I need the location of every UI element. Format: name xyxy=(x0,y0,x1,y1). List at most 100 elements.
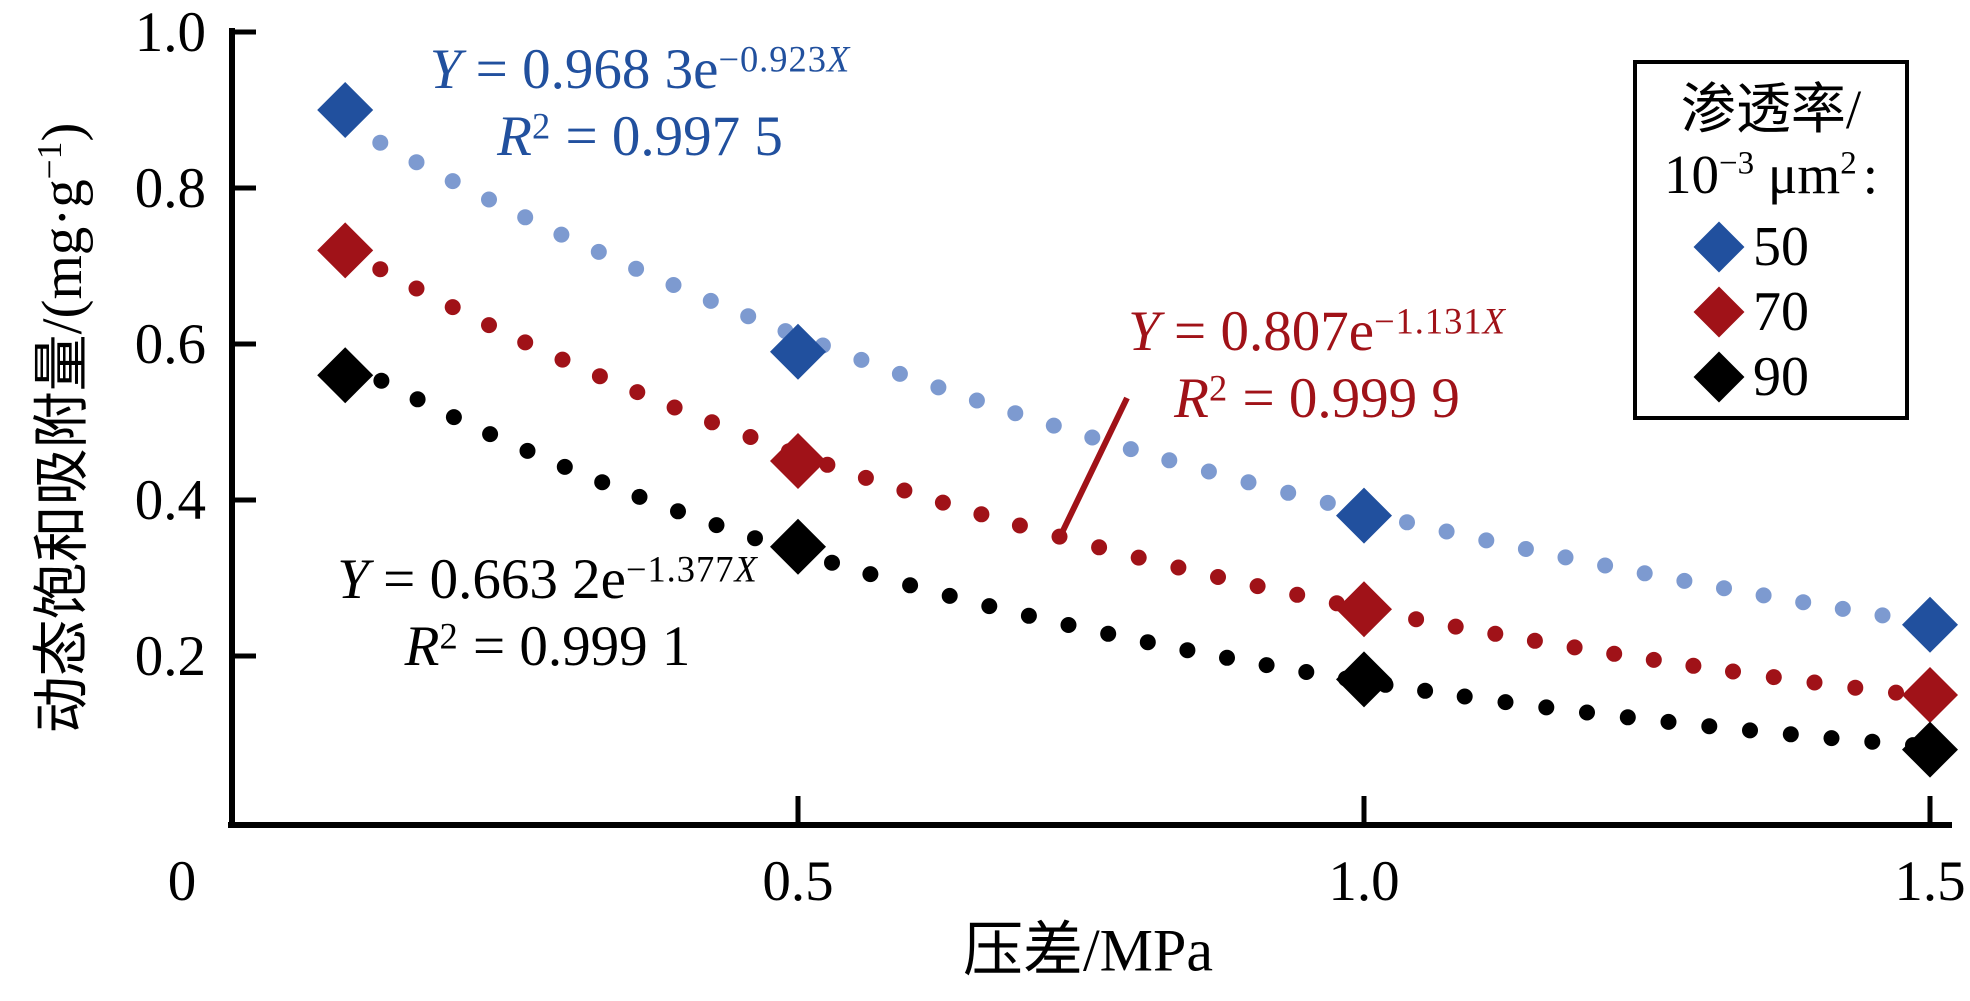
fit-dot xyxy=(1742,722,1758,739)
data-point-diamond xyxy=(1336,651,1392,708)
legend-entry-90: 90 xyxy=(1693,345,1841,408)
legend-entry-label: 90 xyxy=(1753,345,1809,408)
fit-dot xyxy=(853,351,870,368)
data-point-diamond xyxy=(1902,596,1958,653)
fit-dot xyxy=(1782,726,1799,743)
fit-dot xyxy=(1755,587,1772,604)
fit-dot xyxy=(1864,733,1881,750)
fit-dot xyxy=(482,426,499,443)
fit-dot xyxy=(1130,549,1147,566)
fit-dot xyxy=(594,474,611,491)
fit-dot xyxy=(1399,514,1415,531)
diamond-marker-icon xyxy=(1693,351,1745,403)
fit-dot xyxy=(1179,642,1196,659)
legend-box: 渗透率/ 10−3 μm2: 50 70 90 xyxy=(1633,60,1909,420)
data-point-diamond xyxy=(1902,721,1958,778)
fit-dot xyxy=(1888,684,1904,701)
fit-dot xyxy=(1289,586,1306,603)
fit-dot xyxy=(1716,580,1732,597)
fit-dot xyxy=(968,392,985,409)
fit-dot xyxy=(444,173,461,190)
fit-dot xyxy=(1725,663,1741,680)
fit-dot xyxy=(824,554,840,571)
fit-dot xyxy=(740,308,757,325)
legend-title-line1: 渗透率/ xyxy=(1680,79,1862,140)
fit-dot xyxy=(519,442,536,459)
fit-dot xyxy=(1795,594,1812,611)
legend-entry-70: 70 xyxy=(1693,281,1841,343)
fit-dot xyxy=(1579,704,1595,721)
fit-dot xyxy=(590,243,607,260)
y-axis-title-text: 动态饱和吸附量/(mg·g xyxy=(31,179,94,734)
fit-dot xyxy=(408,154,425,171)
diamond-marker-icon xyxy=(1693,286,1745,338)
fit-dot xyxy=(373,372,390,389)
fit-equation-blue: Y = 0.968 3e−0.923X xyxy=(429,38,851,101)
fit-equation-black: Y = 0.663 2e−1.377X xyxy=(337,548,758,611)
fit-dot xyxy=(704,414,720,431)
x-tick-label: 0.5 xyxy=(762,850,833,913)
fit-annotation-black: Y = 0.663 2e−1.377X R2 = 0.999 1 xyxy=(300,546,795,681)
y-axis-title-close: ) xyxy=(31,122,94,142)
fit-dot xyxy=(445,409,462,426)
fit-dot xyxy=(1765,669,1782,686)
fit-dot xyxy=(1497,694,1514,711)
fit-dot xyxy=(930,379,947,396)
fit-dot xyxy=(1676,572,1693,589)
fit-dot xyxy=(1447,618,1464,635)
x-tick-label: 0 xyxy=(168,850,197,913)
fit-dot xyxy=(666,399,683,416)
fit-dot xyxy=(973,506,990,523)
fit-dot xyxy=(372,134,389,151)
fit-dot xyxy=(1526,632,1543,649)
fit-dot xyxy=(1249,578,1266,595)
data-point-diamond xyxy=(770,323,826,380)
fit-dot xyxy=(1557,549,1574,566)
fit-dot xyxy=(1834,600,1851,617)
fit-dot xyxy=(665,277,682,293)
fit-dot xyxy=(1011,517,1028,534)
legend-title: 渗透率/ 10−3 μm2: xyxy=(1664,78,1878,208)
fit-dot xyxy=(981,598,998,615)
fit-dot xyxy=(1408,611,1425,628)
fit-dot xyxy=(891,365,908,382)
y-tick-label: 0.4 xyxy=(135,469,206,532)
legend-entry-50: 50 xyxy=(1693,216,1841,278)
fit-dot xyxy=(553,226,570,243)
fit-dot xyxy=(408,280,425,297)
fit-dot xyxy=(1240,474,1257,491)
fit-dot xyxy=(1060,617,1077,633)
fit-r2-red: R2 = 0.999 9 xyxy=(1174,367,1460,431)
fit-dot xyxy=(934,494,951,511)
data-point-diamond xyxy=(317,82,374,138)
y-tick-label: 0.8 xyxy=(135,157,206,220)
fit-dot xyxy=(1084,429,1101,446)
fit-dot xyxy=(1258,657,1275,674)
diamond-marker-icon xyxy=(1693,221,1745,273)
fit-dot xyxy=(556,458,573,475)
y-tick-label: 0.2 xyxy=(135,625,206,688)
x-tick-label: 1.5 xyxy=(1894,850,1965,913)
fit-dot xyxy=(1210,569,1226,585)
fit-dot xyxy=(1636,565,1653,582)
fit-dot xyxy=(862,566,879,583)
fit-dot xyxy=(372,261,389,278)
fit-dot xyxy=(517,334,534,351)
fit-dot xyxy=(896,482,913,499)
fit-dot xyxy=(1619,709,1636,726)
fit-dot xyxy=(1685,657,1702,674)
y-axis-title-sup: −1 xyxy=(30,141,69,180)
fit-dot xyxy=(1319,494,1336,511)
fit-r2-black: R2 = 0.999 1 xyxy=(404,615,691,679)
fit-dot xyxy=(1438,523,1455,540)
fit-dot xyxy=(481,191,497,208)
fit-dot xyxy=(1139,634,1156,651)
fit-dot xyxy=(591,368,608,385)
data-point-diamond xyxy=(770,518,826,575)
fit-dot xyxy=(1170,559,1187,576)
fit-dot xyxy=(857,469,874,486)
fit-dot xyxy=(409,391,426,408)
fit-dot xyxy=(1847,679,1864,696)
